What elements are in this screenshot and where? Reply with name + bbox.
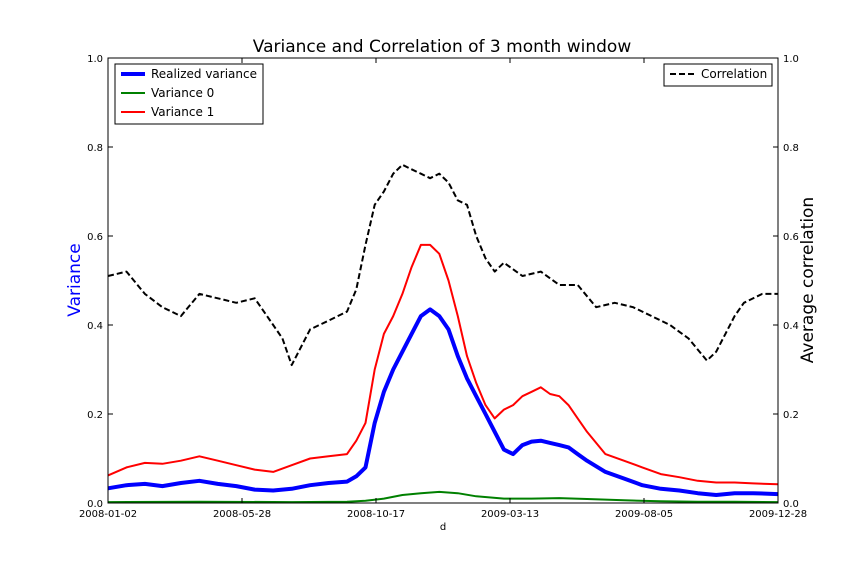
y-tick-label-right: 0.8 [783, 143, 799, 154]
legend-label-variance-0: Variance 0 [151, 86, 214, 100]
y-tick-label-right: 1.0 [783, 54, 799, 65]
x-tick-label: 2008-05-28 [213, 509, 271, 520]
y-tick-label-right: 0.6 [783, 232, 799, 243]
series-line-variance-0 [107, 490, 779, 504]
legend-label-correlation: Correlation [701, 67, 767, 81]
y-tick-label-left: 0.2 [87, 410, 103, 421]
legend-left: Realized variance Variance 0 Variance 1 [114, 63, 264, 125]
y-tick-label-left: 0.4 [87, 321, 103, 332]
plot-frame [107, 57, 779, 504]
x-tick-label: 2009-03-13 [481, 509, 539, 520]
series-line-realized-variance [107, 307, 779, 497]
series-layer [107, 163, 779, 504]
y-axis-label-left: Variance [65, 243, 85, 316]
y-axis-label-right: Average correlation [798, 197, 818, 363]
x-tick-label: 2009-12-28 [749, 509, 807, 520]
legend-right-box [663, 63, 773, 87]
y-tick-label-left: 1.0 [87, 54, 103, 65]
y-tick-label-left: 0.8 [87, 143, 103, 154]
y-tick-label-right: 0.4 [783, 321, 799, 332]
series-line-correlation [107, 163, 778, 367]
x-tick-label: 2008-01-02 [79, 509, 137, 520]
y-tick-label-right: 0.0 [783, 499, 799, 510]
legend-label-realized-variance: Realized variance [151, 67, 257, 81]
x-tick-label: 2008-10-17 [347, 509, 405, 520]
chart-title: Variance and Correlation of 3 month wind… [253, 37, 632, 57]
ticks-layer: 2008-01-02 2008-05-28 2008-10-17 2009-03-13… [79, 54, 807, 520]
y-tick-label-left: 0.6 [87, 232, 103, 243]
x-tick-label: 2009-08-05 [615, 509, 673, 520]
x-axis-label: d [440, 522, 446, 533]
series-line-variance-1 [107, 243, 779, 486]
legend-right: Correlation [663, 63, 773, 87]
y-tick-label-right: 0.2 [783, 410, 799, 421]
y-tick-label-left: 0.0 [87, 499, 103, 510]
legend-label-variance-1: Variance 1 [151, 105, 214, 119]
